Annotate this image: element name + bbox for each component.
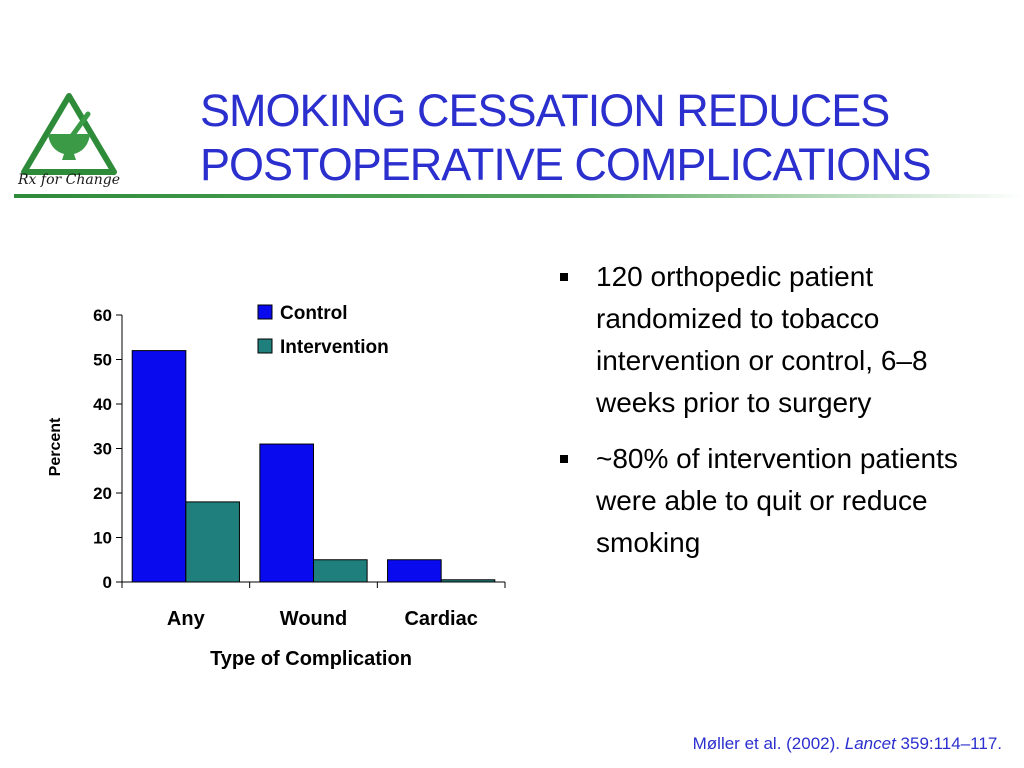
x-category-label: Any: [167, 608, 206, 630]
bullet-square-icon: [560, 273, 568, 281]
y-tick-label: 50: [93, 351, 112, 370]
title-line-1: SMOKING CESSATION REDUCES: [200, 85, 890, 136]
logo-triangle-icon: [21, 93, 117, 175]
x-category-label: Wound: [280, 608, 347, 630]
y-axis-label: Percent: [47, 417, 64, 476]
title-divider: [14, 194, 1024, 198]
title-line-2: POSTOPERATIVE COMPLICATIONS: [200, 139, 932, 190]
bar-intervention-any: [185, 501, 240, 583]
bar-control-any: [131, 350, 187, 583]
legend-label: Control: [280, 303, 348, 324]
bar-chart: Percent Type of Complication 0 10 20 30 40 50…: [40, 295, 520, 685]
y-tick-label: 20: [93, 484, 112, 503]
y-tick-label: 30: [93, 440, 112, 459]
y-tick-label: 10: [93, 529, 112, 548]
bullet-text: ~80% of intervention patients were able …: [596, 443, 958, 558]
citation-journal: Lancet: [844, 734, 896, 753]
citation-ref: 359:114–117.: [900, 734, 1002, 753]
bar-control-cardiac: [387, 559, 442, 583]
bar-control-wound: [259, 443, 315, 583]
bullet-item: ~80% of intervention patients were able …: [556, 438, 976, 564]
logo-mortar-icon: [48, 134, 90, 160]
x-category-label: Cardiac: [404, 608, 477, 630]
y-tick-label: 40: [93, 395, 112, 414]
rx-for-change-logo: Rx for Change: [14, 90, 124, 190]
bar-intervention-wound: [313, 559, 368, 583]
legend-label: Intervention: [280, 337, 389, 358]
citation: Møller et al. (2002). Lancet 359:114–117…: [693, 734, 1002, 754]
logo-text: Rx for Change: [17, 172, 120, 188]
legend-swatch: [257, 338, 273, 354]
bullet-item: 120 orthopedic patient randomized to tob…: [556, 256, 976, 424]
bullet-list: 120 orthopedic patient randomized to tob…: [556, 256, 976, 578]
y-tick-label: 0: [103, 573, 112, 592]
bullet-text: 120 orthopedic patient randomized to tob…: [596, 261, 928, 418]
bullet-square-icon: [560, 455, 568, 463]
x-axis-label: Type of Complication: [210, 648, 412, 670]
legend-swatch: [257, 304, 273, 320]
citation-authors: Møller et al. (2002).: [692, 734, 841, 753]
slide-title: SMOKING CESSATION REDUCES POSTOPERATIVE …: [200, 84, 1000, 192]
y-tick-label: 60: [93, 306, 112, 325]
